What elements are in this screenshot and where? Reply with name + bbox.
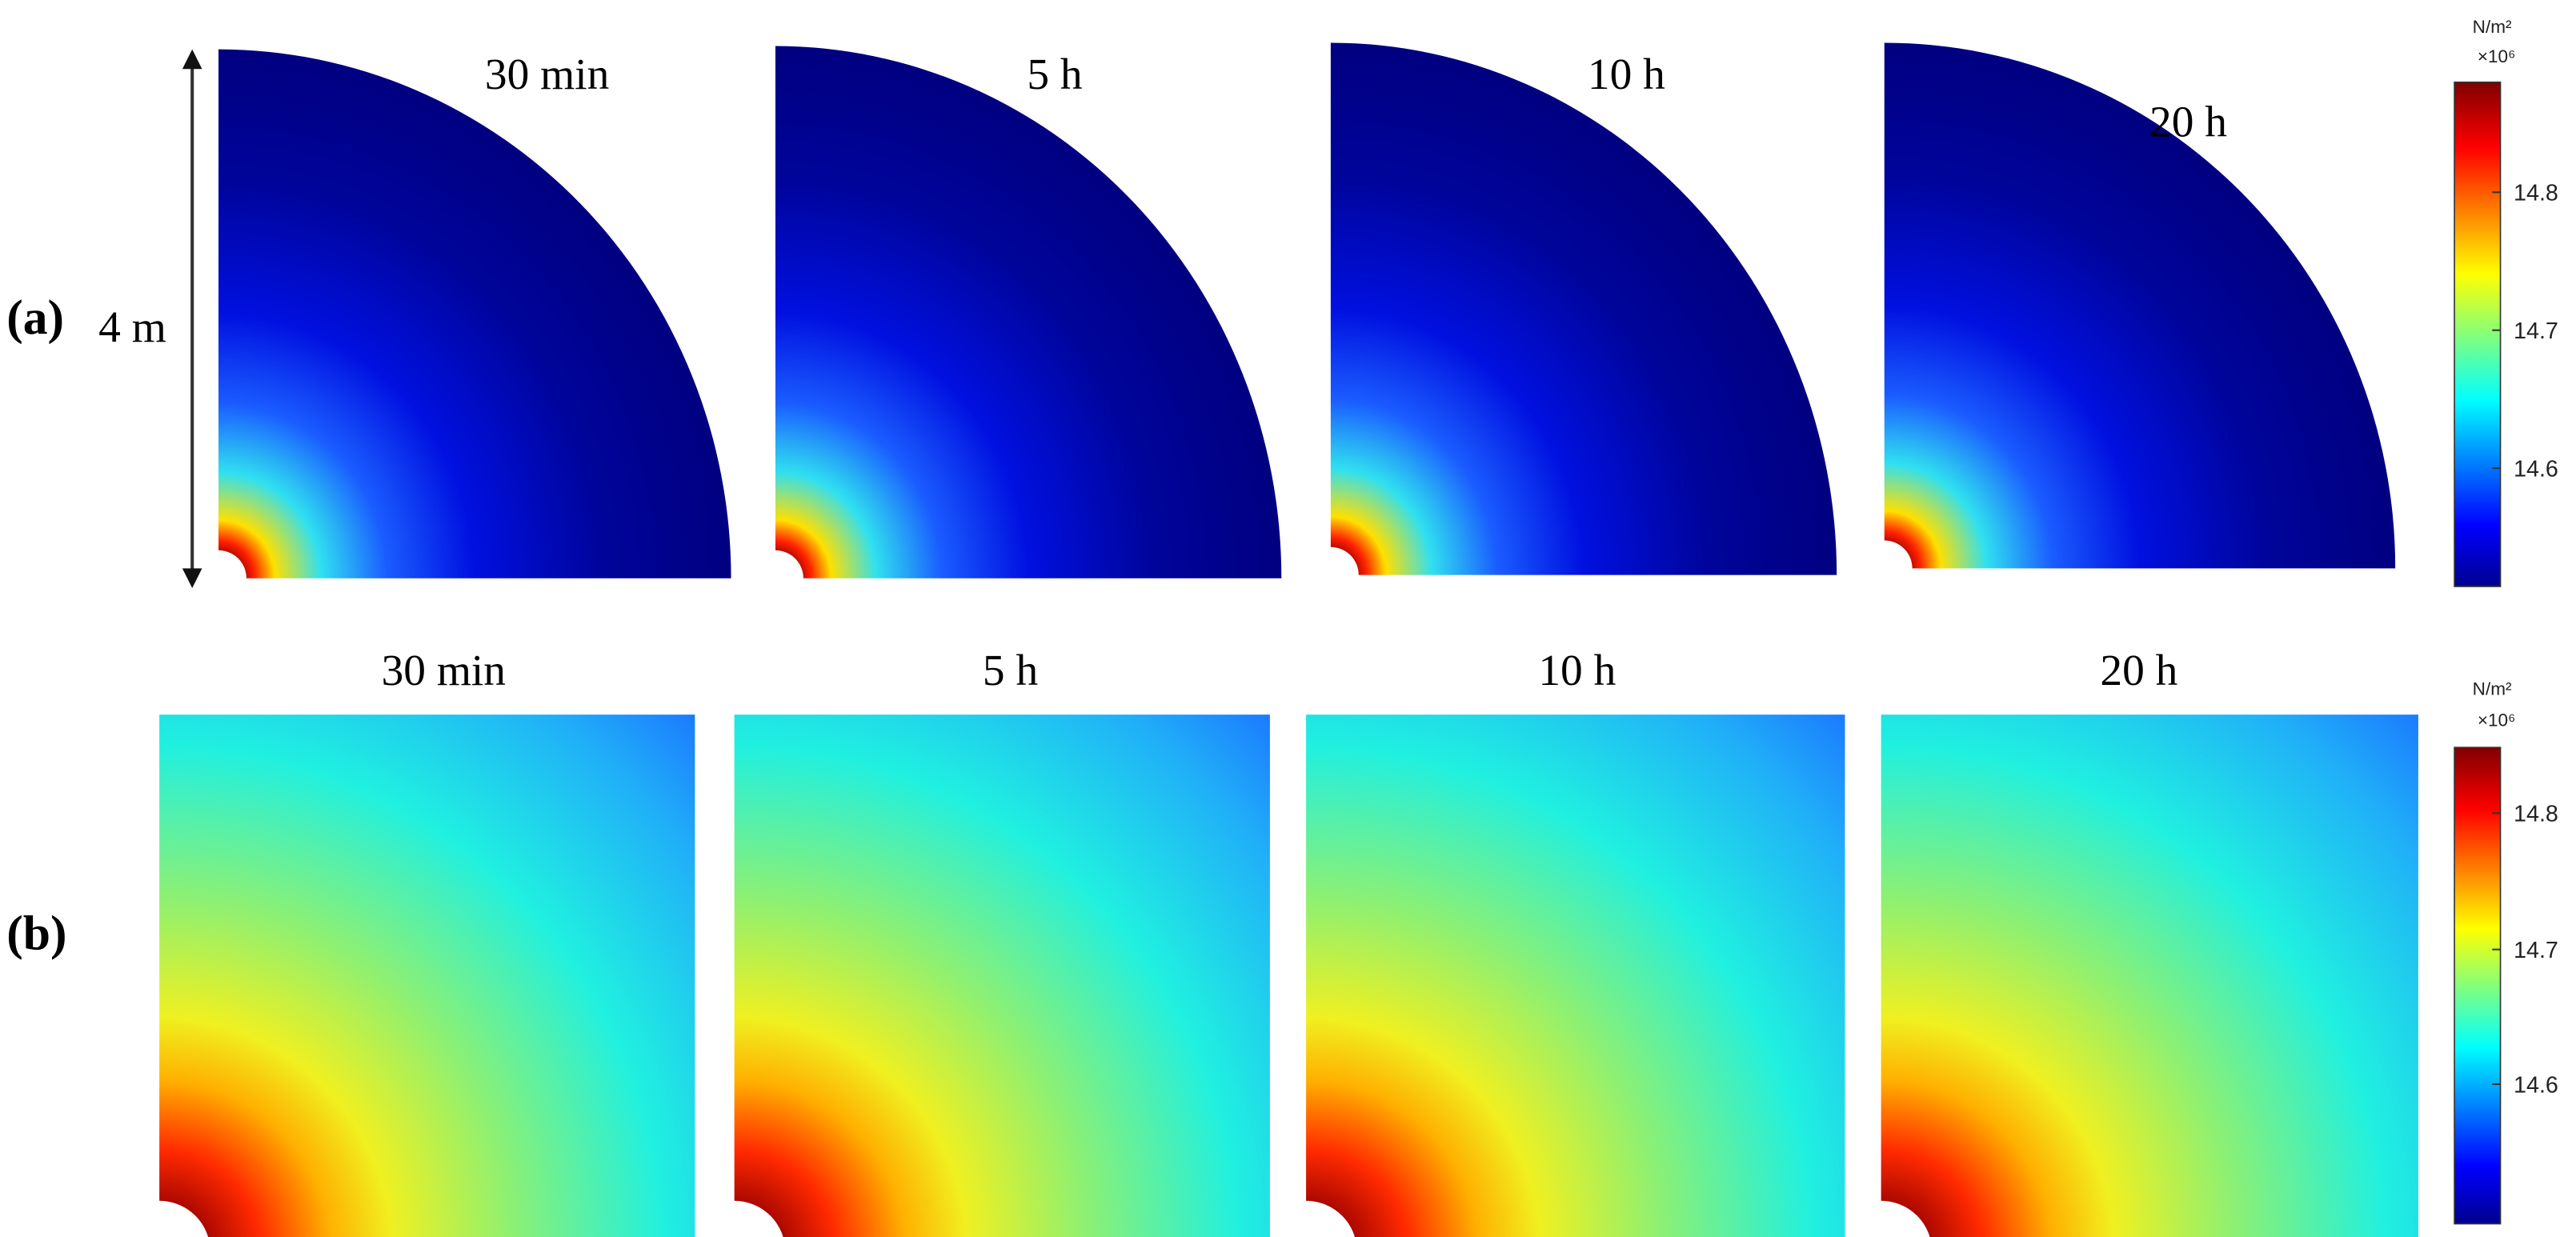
time-label: 30 min (382, 646, 506, 695)
tick-label: 14.8 (2514, 181, 2558, 206)
panel-label: (b) (6, 907, 66, 961)
plot-b2 (734, 715, 1270, 1237)
time-label: 10 h (1588, 50, 1665, 98)
colorbar-unit: N/m² (2473, 17, 2512, 37)
panel-label: (a) (6, 290, 64, 345)
time-label: 5 h (1027, 50, 1082, 98)
tick-label: 14.7 (2514, 318, 2558, 344)
colorbar (2454, 81, 2502, 587)
tick-label: 14.6 (2514, 1072, 2558, 1098)
dimension: 4 m (98, 302, 166, 351)
quarter-discs (218, 42, 2396, 578)
time-label: 5 h (983, 646, 1038, 695)
colorbar-scale: ×10⁶ (2478, 46, 2516, 66)
plot-a4 (1884, 42, 2396, 569)
plot-a3 (1330, 42, 1837, 575)
colorbar (2454, 747, 2502, 1225)
time-label: 20 h (2100, 646, 2177, 695)
plot-a1 (218, 49, 731, 578)
plot-b3 (1306, 715, 1845, 1237)
tick-label: 14.8 (2514, 802, 2558, 827)
squares (159, 715, 2418, 1237)
colorbar-unit: N/m² (2473, 679, 2512, 699)
tick-label: 14.6 (2514, 456, 2558, 482)
plot-b1 (159, 715, 695, 1237)
time-label: 20 h (2149, 97, 2227, 146)
plot-a2 (775, 46, 1282, 578)
tick-label: 14.7 (2514, 938, 2558, 963)
time-label: 10 h (1538, 646, 1616, 695)
plot-b4 (1881, 715, 2418, 1237)
colorbar-scale: ×10⁶ (2478, 710, 2516, 730)
time-label: 30 min (485, 50, 609, 98)
